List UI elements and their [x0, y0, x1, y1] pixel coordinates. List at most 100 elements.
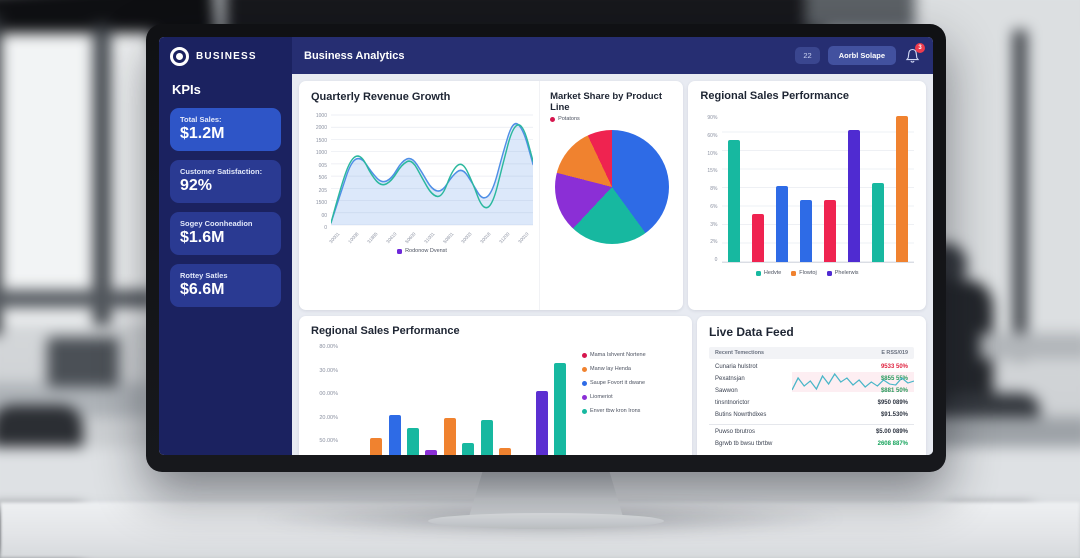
feed-row: Pexatnsjan $855 55%	[709, 373, 914, 385]
bar	[895, 116, 908, 262]
legend-item[interactable]: Flowtoj	[791, 270, 817, 276]
x-tick-label: 31001	[422, 231, 436, 245]
notification-bell-button[interactable]: 3	[904, 42, 925, 64]
bar	[872, 182, 885, 262]
bar	[848, 129, 861, 262]
x-tick-label: 50801	[441, 231, 455, 245]
monitor: BUSINESS KPIs Total Sales: $1.2M Custome…	[146, 24, 946, 472]
legend-swatch	[582, 380, 587, 386]
y-tick-label: 50.00%	[319, 438, 338, 444]
y-tick-label: 1500	[315, 200, 327, 207]
x-tick-label: 31200	[498, 231, 511, 245]
bar	[462, 442, 475, 455]
y-tick-label: 80.00%	[319, 344, 338, 350]
legend-swatch	[755, 270, 761, 276]
kpi-card-4[interactable]: Rottey Satles $6.6M	[170, 264, 281, 307]
panel-live-data-feed: Live Data Feed Recent Temections E RSS/0…	[697, 316, 926, 455]
legend-label: Flowtoj	[799, 270, 817, 276]
legend-item[interactable]: Liomeriot	[582, 394, 680, 400]
bar	[728, 140, 741, 262]
feed-value: $881 50%	[881, 388, 908, 394]
bar	[407, 427, 420, 455]
legend-item[interactable]: Phelerwis	[826, 270, 859, 276]
kpi-value: $1.6M	[180, 229, 225, 246]
kpi-value: 92%	[180, 177, 213, 194]
bar	[443, 417, 456, 455]
kpi-label: Rottey Satles	[180, 271, 228, 280]
dashboard-content: Quarterly Revenue Growth 1000 2000 1500 100…	[292, 74, 933, 455]
feed-row: Sawwon $881 50%	[709, 385, 914, 397]
y-tick-label: 10%	[707, 150, 718, 157]
x-tick-label: 30018	[479, 231, 492, 245]
y-tick-label: 005	[318, 162, 327, 169]
feed-label: tinsntnorictor	[715, 400, 750, 406]
dashboard-screen: BUSINESS KPIs Total Sales: $1.2M Custome…	[159, 37, 933, 455]
y-tick-label: 2000	[315, 125, 327, 132]
legend-label: Manw lay Henda	[590, 366, 631, 372]
bar	[425, 450, 438, 455]
feed-label: Cunaria hulstrot	[715, 364, 758, 370]
brand-name: BUSINESS	[196, 51, 257, 62]
x-tick-label: 30001	[328, 231, 341, 245]
feed-row: Bgrwb tb bwsu tbrtbw 2608 887%	[709, 438, 914, 450]
legend-swatch	[550, 116, 556, 122]
y-tick-label: 6%	[710, 203, 718, 210]
feed-value: $91.530%	[880, 412, 908, 418]
y-tick-label: 30.00%	[319, 367, 338, 374]
x-tick-label: 30010	[517, 231, 530, 245]
bar	[824, 200, 837, 262]
legend-item[interactable]: Hedvte	[755, 270, 781, 276]
feed-label: Bgrwb tb bwsu tbrtbw	[715, 441, 773, 447]
legend-item[interactable]: Enver tbw kron Irons	[582, 408, 680, 414]
feed-header: Recent Temections E RSS/019	[709, 347, 914, 359]
kpi-label: Customer Satisfaction:	[180, 167, 263, 176]
x-tick-label: 30003	[460, 231, 474, 245]
y-tick-label: 506	[318, 175, 327, 182]
bar	[388, 415, 401, 455]
pie-chart	[554, 130, 669, 244]
kpi-card-customer-satisfaction[interactable]: Customer Satisfaction: 92%	[170, 160, 281, 203]
panel-regional-sales-bottom: Regional Sales Performance 80.00% 30.00% 0…	[299, 316, 692, 455]
feed-row: Butins Nowrthdixes $91.530%	[709, 409, 914, 421]
x-tick-label: 31885	[366, 231, 379, 245]
bar	[535, 390, 548, 455]
y-tick-label: 8%	[710, 186, 718, 192]
panel-quarterly-revenue: Quarterly Revenue Growth 1000 2000 1500 100…	[299, 81, 684, 310]
legend-item[interactable]: Saupe Fovort it dwane	[582, 380, 680, 386]
y-tick-label: 90%	[707, 115, 718, 121]
legend-swatch	[826, 270, 832, 276]
bar	[498, 447, 511, 455]
legend-item[interactable]: Mama Ishvent Nortene	[582, 352, 680, 358]
date-range-button[interactable]: 22	[795, 47, 820, 64]
chart-title: Quarterly Revenue Growth	[311, 91, 451, 103]
panel-market-share: Market Share by Product Line Potatons	[539, 81, 683, 310]
feed-header-left: Recent Temections	[715, 350, 765, 356]
y-axis-ticks: 80.00% 30.00% 00.00% 20.00% 50.00%	[311, 344, 338, 444]
nav-action-button[interactable]: Aorbl Solape	[827, 46, 896, 65]
bar	[553, 363, 566, 455]
y-tick-label: 00.00%	[319, 391, 338, 397]
chart-title: Market Share by Product Line	[550, 91, 662, 113]
chart-legend: Hedvte Flowtoj Phelerwis	[700, 270, 914, 276]
legend-swatch	[582, 366, 587, 372]
bell-icon	[905, 48, 920, 63]
x-axis-ticks: 30001 10008 31885 30410 50600 31001 50801 30003…	[311, 231, 533, 247]
bar	[370, 437, 383, 455]
legend-item[interactable]: Potatons	[550, 116, 580, 122]
page-title: Business Analytics	[304, 49, 405, 62]
feed-row: tinsntnorictor $950 089%	[709, 397, 914, 409]
legend-swatch	[582, 352, 587, 358]
kpi-card-3[interactable]: Sogey Coonheadion $1.6M	[170, 212, 281, 255]
sidebar: BUSINESS KPIs Total Sales: $1.2M Custome…	[159, 37, 292, 455]
y-axis-ticks: 1000 2000 1500 1000 005 506 205 1500 00 0	[311, 113, 327, 231]
kpi-card-total-sales[interactable]: Total Sales: $1.2M	[170, 108, 281, 151]
bar	[480, 420, 493, 455]
y-tick-label: 1000	[315, 113, 327, 119]
legend-item[interactable]: Rodonow Dvenst	[397, 248, 447, 254]
legend-label: Potatons	[558, 116, 580, 122]
feed-title: Live Data Feed	[709, 325, 794, 339]
monitor-stand	[468, 468, 624, 520]
feed-header-right: E RSS/019	[881, 350, 908, 356]
legend-item[interactable]: Manw lay Henda	[582, 366, 680, 372]
